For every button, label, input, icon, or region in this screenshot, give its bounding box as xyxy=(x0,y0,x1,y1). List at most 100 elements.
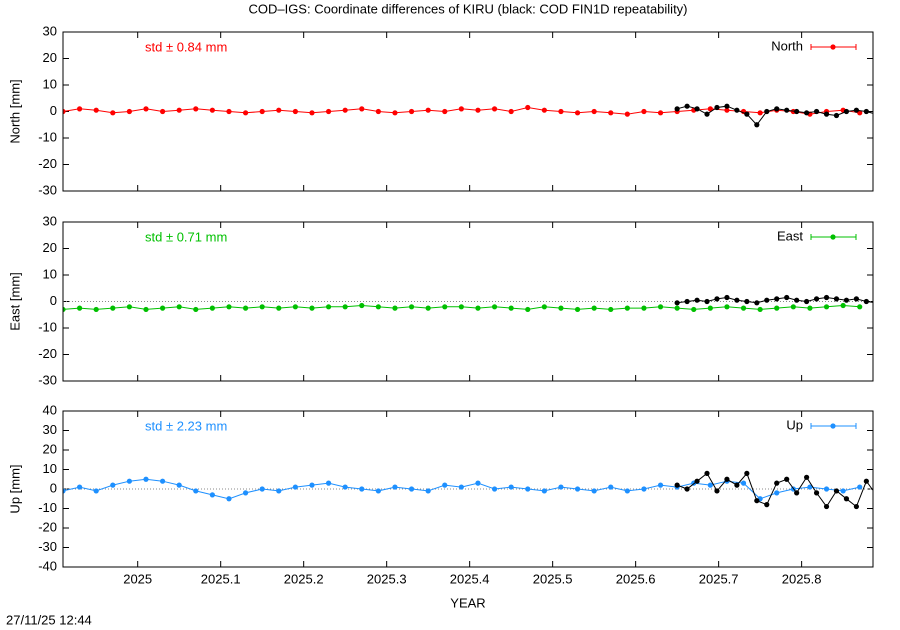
data-point xyxy=(226,496,232,502)
data-point xyxy=(359,106,365,112)
data-point xyxy=(143,476,149,482)
data-point xyxy=(558,305,564,311)
data-point xyxy=(794,490,800,496)
plot-area xyxy=(63,470,879,510)
data-point xyxy=(813,296,820,302)
data-point xyxy=(843,297,850,303)
data-point xyxy=(657,110,664,116)
data-point xyxy=(823,304,830,310)
data-point xyxy=(744,298,750,305)
data-point xyxy=(754,498,760,504)
data-point xyxy=(143,306,149,313)
data-point xyxy=(359,302,365,309)
data-point xyxy=(804,110,810,116)
std-annotation: std ± 0.84 mm xyxy=(145,39,227,54)
data-point xyxy=(525,104,531,111)
data-point xyxy=(804,474,810,480)
data-point xyxy=(764,297,770,303)
y-tick-label: 10 xyxy=(43,266,57,281)
x-tick-label: 2025.7 xyxy=(699,571,739,586)
data-point xyxy=(657,482,664,488)
data-point xyxy=(853,107,860,113)
data-point xyxy=(209,305,215,311)
data-point xyxy=(694,106,700,112)
data-point xyxy=(193,106,199,112)
data-point xyxy=(840,302,846,309)
data-point xyxy=(325,480,332,486)
data-point xyxy=(874,492,879,497)
data-point xyxy=(674,482,680,488)
data-point xyxy=(63,488,66,494)
data-point xyxy=(674,300,680,306)
data-point xyxy=(491,486,498,492)
data-point xyxy=(684,486,690,492)
data-point xyxy=(276,488,282,494)
data-point xyxy=(704,298,710,305)
data-point xyxy=(541,107,547,113)
data-point xyxy=(159,108,166,115)
data-point xyxy=(734,297,740,303)
data-point xyxy=(608,110,614,116)
x-tick-label: 2025.6 xyxy=(616,571,656,586)
data-point xyxy=(292,304,298,310)
data-point xyxy=(714,296,720,302)
data-point xyxy=(674,106,680,112)
data-point xyxy=(608,484,614,490)
data-point xyxy=(853,503,860,510)
data-point xyxy=(724,304,730,310)
plot-frame xyxy=(62,221,874,382)
data-point xyxy=(714,488,720,494)
data-point xyxy=(794,108,800,115)
data-point xyxy=(226,108,232,115)
data-point xyxy=(744,111,750,117)
data-point xyxy=(843,496,850,502)
data-point xyxy=(176,482,182,488)
data-point xyxy=(193,306,199,313)
data-point xyxy=(458,484,464,490)
data-point xyxy=(774,480,780,486)
y-axis-label: Up [mm] xyxy=(7,464,22,513)
y-tick-label: 10 xyxy=(43,76,57,91)
data-point xyxy=(76,106,83,112)
data-point xyxy=(823,503,830,510)
data-point xyxy=(259,486,265,492)
data-point xyxy=(425,107,431,113)
data-point xyxy=(674,305,680,311)
y-tick-label: -10 xyxy=(38,500,57,515)
data-point xyxy=(425,488,431,494)
plot-area xyxy=(63,294,873,313)
y-axis-label: East [mm] xyxy=(7,272,22,331)
y-tick-label: 20 xyxy=(43,50,57,65)
y-tick-label: -20 xyxy=(38,346,57,361)
data-point xyxy=(525,486,531,492)
data-point xyxy=(863,478,869,484)
data-point xyxy=(790,304,796,310)
data-point xyxy=(226,304,232,310)
data-point xyxy=(591,488,597,494)
data-point xyxy=(76,484,83,490)
data-point xyxy=(525,306,531,313)
data-point xyxy=(276,107,282,113)
data-point xyxy=(508,108,514,115)
data-point xyxy=(774,490,780,496)
data-point xyxy=(209,107,215,113)
data-point xyxy=(375,304,381,310)
data-point xyxy=(707,305,713,311)
data-point xyxy=(242,110,249,116)
data-point xyxy=(475,305,481,311)
data-point xyxy=(734,107,740,113)
data-point xyxy=(475,107,481,113)
data-point xyxy=(359,486,365,492)
data-point xyxy=(591,305,597,311)
data-point xyxy=(475,480,481,486)
data-point xyxy=(392,110,398,116)
data-point xyxy=(754,122,760,128)
data-point xyxy=(754,300,760,306)
data-point xyxy=(143,106,149,112)
y-tick-label: 0 xyxy=(50,103,57,118)
legend-label: East xyxy=(777,228,803,243)
data-point xyxy=(724,294,730,301)
data-point xyxy=(707,482,713,488)
chart-title: COD–IGS: Coordinate differences of KIRU … xyxy=(248,1,687,16)
data-point xyxy=(624,488,630,494)
